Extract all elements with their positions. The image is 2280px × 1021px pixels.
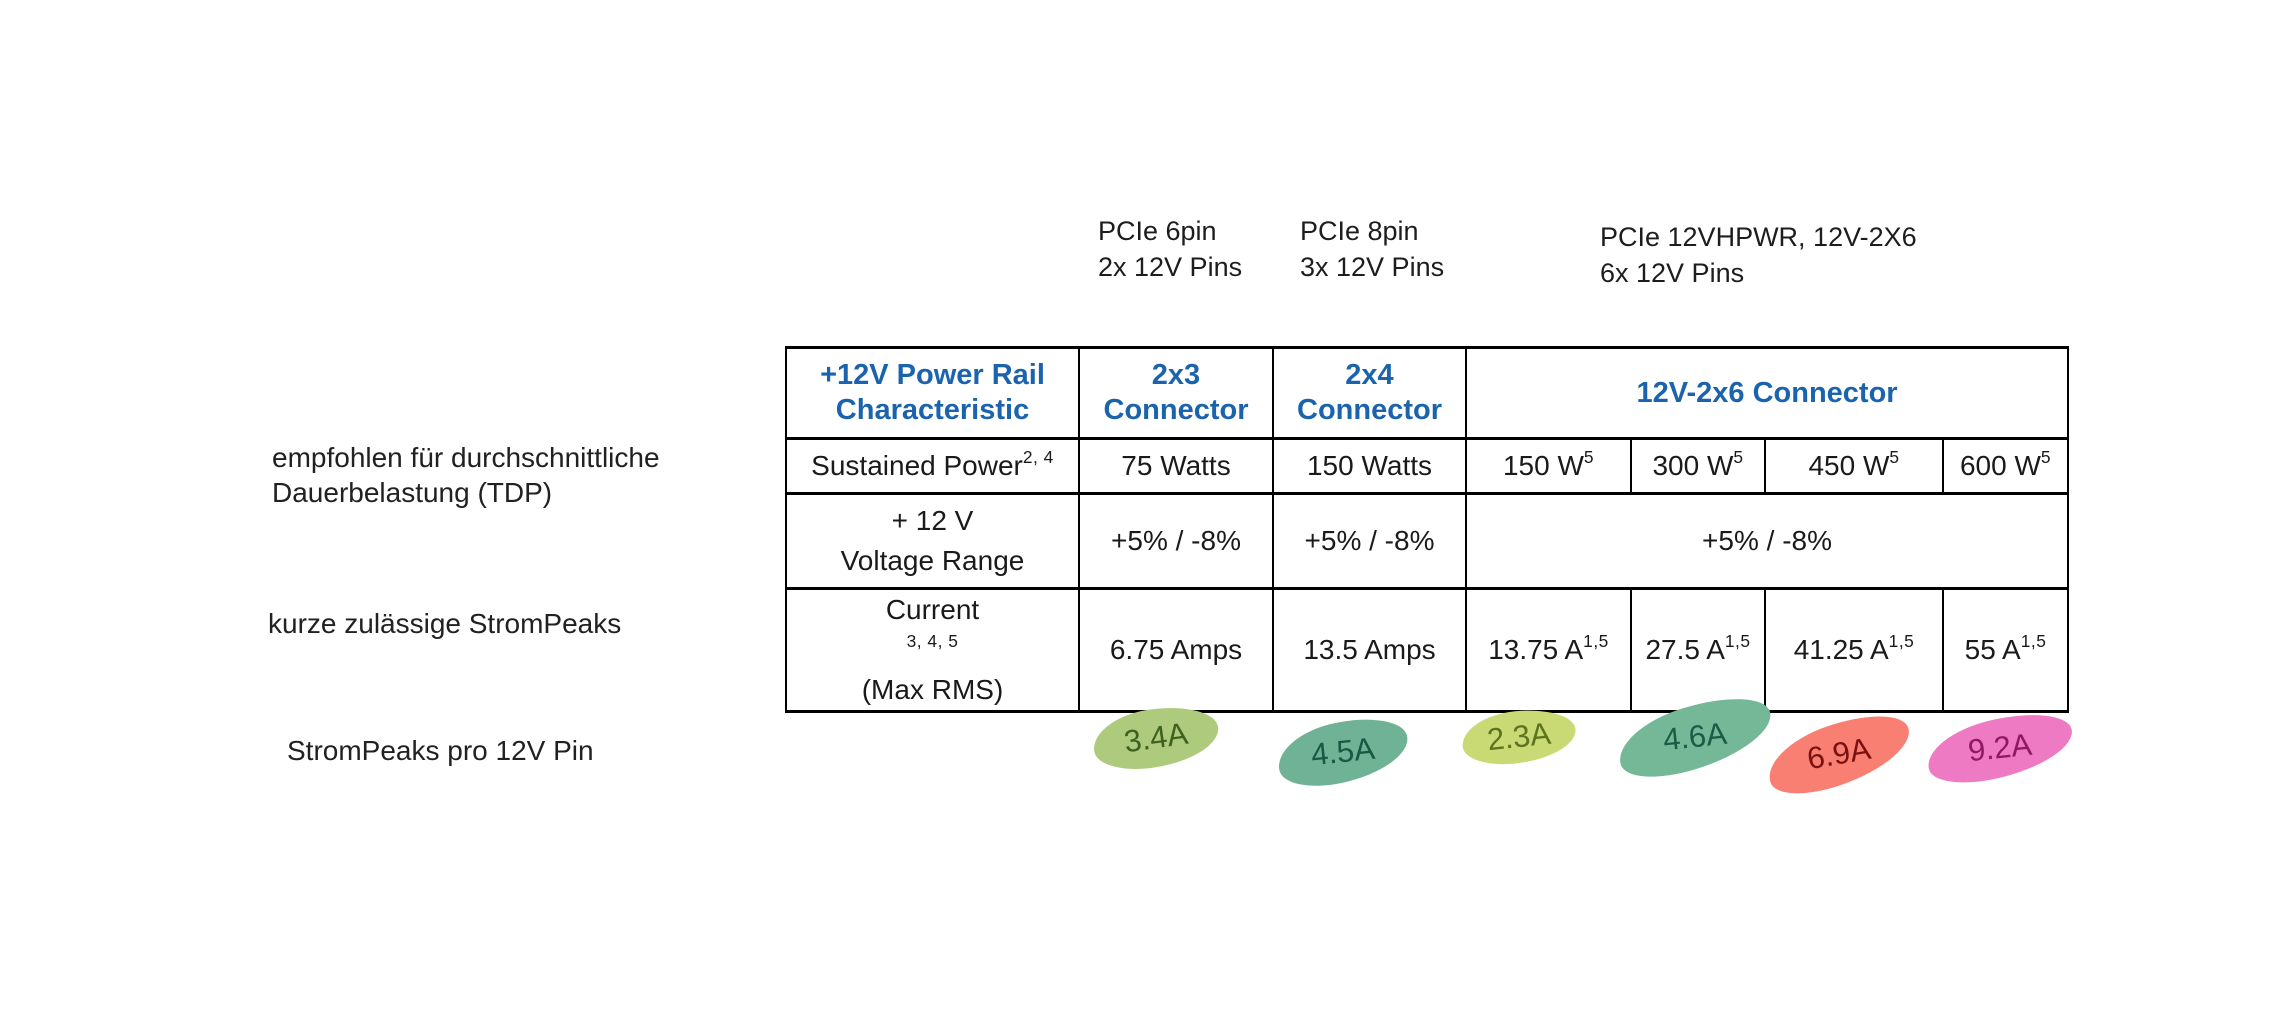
connector-label-line2: 3x 12V Pins bbox=[1300, 252, 1445, 282]
header-characteristic-line1: +12V Power Rail bbox=[820, 359, 1045, 391]
per-pin-value: 6.9A bbox=[1804, 730, 1874, 777]
cell-current-600w: 55 A1,5 bbox=[1941, 587, 2070, 713]
row-label-current-max-rms: Current 3, 4, 5 (Max RMS) bbox=[785, 587, 1080, 713]
highlight-blob-2x4-per-pin: 4.5A bbox=[1272, 708, 1414, 796]
cell-voltage-12v2x6: +5% / -8% bbox=[1464, 492, 2070, 590]
cell-sustained-2x4: 150 Watts bbox=[1272, 437, 1467, 495]
annotation-peaks-per-pin: StromPeaks pro 12V Pin bbox=[287, 733, 594, 768]
annotation-tdp: empfohlen für durchschnittliche Dauerbel… bbox=[272, 440, 660, 510]
connector-label-line1: PCIe 6pin bbox=[1098, 216, 1217, 246]
per-pin-value: 3.4A bbox=[1121, 715, 1190, 760]
cell-sustained-600w: 600 W5 bbox=[1941, 437, 2070, 495]
per-pin-value: 9.2A bbox=[1966, 726, 2034, 769]
voltage-label-line2: Voltage Range bbox=[840, 545, 1025, 576]
connector-label-line1: PCIe 8pin bbox=[1300, 216, 1419, 246]
annotation-current-peaks: kurze zulässige StromPeaks bbox=[268, 606, 621, 641]
cell-voltage-2x3: +5% / -8% bbox=[1078, 492, 1274, 590]
per-pin-value: 4.6A bbox=[1661, 715, 1729, 758]
cell-current-300w: 27.5 A1,5 bbox=[1630, 587, 1766, 713]
connector-label-line2: 2x 12V Pins bbox=[1098, 252, 1243, 282]
annotation-tdp-line1: empfohlen für durchschnittliche bbox=[272, 442, 660, 473]
header-characteristic-line2: Characteristic bbox=[835, 394, 1030, 426]
connector-label-pcie-8pin: PCIe 8pin 3x 12V Pins bbox=[1300, 213, 1444, 285]
connector-label-line1: PCIe 12VHPWR, 12V-2X6 bbox=[1600, 222, 1917, 252]
connector-label-12vhpwr: PCIe 12VHPWR, 12V-2X6 6x 12V Pins bbox=[1600, 219, 1917, 291]
annotation-peaks-per-pin-text: StromPeaks pro 12V Pin bbox=[287, 735, 594, 766]
current-label-line1: Current 3, 4, 5 bbox=[885, 594, 980, 651]
power-rail-table-wrap: +12V Power Rail Characteristic 2x3 Conne… bbox=[785, 346, 2070, 713]
header-2x3-line2: Connector bbox=[1103, 394, 1249, 426]
power-rail-table: +12V Power Rail Characteristic 2x3 Conne… bbox=[785, 346, 2070, 713]
sustained-label-sup: 2, 4 bbox=[1022, 446, 1054, 467]
cell-sustained-300w: 300 W5 bbox=[1630, 437, 1766, 495]
annotation-current-peaks-text: kurze zulässige StromPeaks bbox=[268, 608, 622, 639]
cell-current-150w: 13.75 A1,5 bbox=[1465, 587, 1632, 713]
current-label-line2: (Max RMS) bbox=[861, 674, 1004, 705]
highlight-blob-450w-per-pin: 6.9A bbox=[1759, 701, 1919, 807]
header-characteristic: +12V Power Rail Characteristic bbox=[785, 346, 1080, 440]
cell-voltage-2x4: +5% / -8% bbox=[1272, 492, 1467, 590]
header-2x3-connector: 2x3 Connector bbox=[1078, 346, 1274, 440]
cell-sustained-450w: 450 W5 bbox=[1764, 437, 1944, 495]
header-2x4-line2: Connector bbox=[1297, 394, 1442, 426]
connector-label-line2: 6x 12V Pins bbox=[1600, 258, 1745, 288]
cell-sustained-150w: 150 W5 bbox=[1465, 437, 1632, 495]
row-label-voltage-range: + 12 V Voltage Range bbox=[785, 492, 1080, 590]
row-label-sustained-power: Sustained Power2, 4 bbox=[785, 437, 1080, 495]
header-2x4-line1: 2x4 bbox=[1345, 359, 1394, 391]
cell-current-2x4: 13.5 Amps bbox=[1272, 587, 1467, 713]
cell-sustained-2x3: 75 Watts bbox=[1078, 437, 1274, 495]
cell-current-2x3: 6.75 Amps bbox=[1078, 587, 1274, 713]
highlight-blob-150w-per-pin: 2.3A bbox=[1459, 705, 1579, 769]
voltage-label-line1: + 12 V bbox=[891, 505, 974, 536]
header-2x4-connector: 2x4 Connector bbox=[1272, 346, 1467, 440]
cell-current-450w: 41.25 A1,5 bbox=[1764, 587, 1944, 713]
header-2x3-line1: 2x3 bbox=[1151, 359, 1201, 391]
header-12v2x6-connector: 12V-2x6 Connector bbox=[1464, 346, 2070, 440]
connector-label-pcie-6pin: PCIe 6pin 2x 12V Pins bbox=[1098, 213, 1242, 285]
annotation-tdp-line2: Dauerbelastung (TDP) bbox=[272, 477, 553, 508]
header-12v2x6-label: 12V-2x6 Connector bbox=[1636, 376, 1898, 409]
sustained-label-text: Sustained Power bbox=[811, 450, 1023, 481]
per-pin-value: 2.3A bbox=[1485, 715, 1553, 758]
per-pin-value: 4.5A bbox=[1309, 730, 1377, 773]
highlight-blob-600w-per-pin: 9.2A bbox=[1921, 703, 2079, 793]
